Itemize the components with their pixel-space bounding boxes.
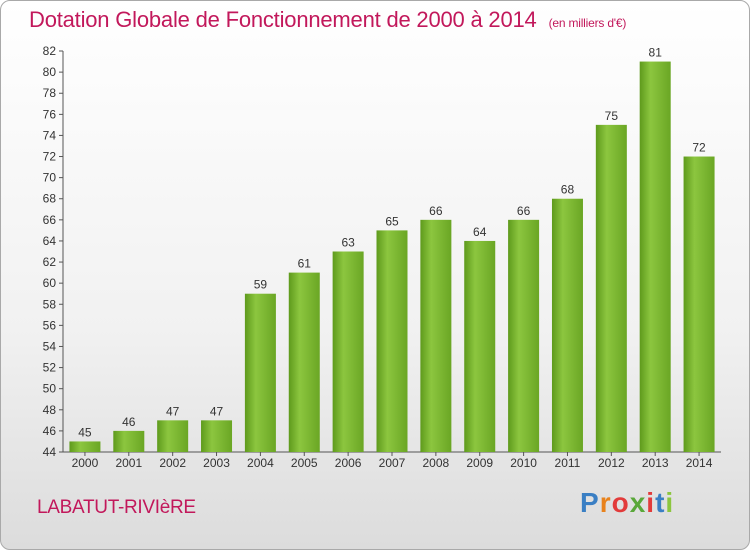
y-tick-label: 56 <box>43 318 57 332</box>
x-tick-label: 2006 <box>335 456 362 470</box>
x-tick-label: 2013 <box>642 456 669 470</box>
x-tick-label: 2009 <box>466 456 493 470</box>
bar-value-label: 66 <box>517 204 531 218</box>
y-tick-label: 46 <box>43 424 57 438</box>
bar-value-label: 68 <box>561 183 575 197</box>
y-tick-label: 64 <box>43 234 57 248</box>
bar-2008 <box>420 219 452 452</box>
bar-value-label: 65 <box>385 214 399 228</box>
x-tick-label: 2000 <box>72 456 99 470</box>
bar-value-label: 63 <box>341 236 355 250</box>
y-tick-label: 52 <box>43 361 57 375</box>
x-tick-label: 2004 <box>247 456 274 470</box>
logo-letter: i <box>665 487 675 518</box>
title-text: Dotation Globale de Fonctionnement de 20… <box>29 7 537 32</box>
bar-value-label: 47 <box>210 404 224 418</box>
bar-2001 <box>113 430 145 452</box>
y-tick-label: 70 <box>43 171 57 185</box>
y-tick-label: 50 <box>43 382 57 396</box>
bar-value-label: 47 <box>166 404 180 418</box>
x-tick-label: 2003 <box>203 456 230 470</box>
bar-chart: 44 46 48 50 52 54 56 58 60 62 64 66 68 70 72 74 76 78 80 82… <box>43 44 721 470</box>
x-tick-label: 2007 <box>379 456 406 470</box>
bar-2014 <box>683 156 715 453</box>
y-tick-label: 68 <box>43 192 57 206</box>
bar-value-label: 64 <box>473 225 487 239</box>
x-tick-label: 2002 <box>159 456 186 470</box>
bar-value-label: 81 <box>649 46 663 60</box>
y-tick-label: 76 <box>43 107 57 121</box>
bar-2007 <box>376 230 408 452</box>
bar-2012 <box>595 124 627 453</box>
bar-2009 <box>464 240 496 452</box>
y-tick-label: 66 <box>43 213 57 227</box>
bar-value-label: 75 <box>605 109 619 123</box>
bar-2010 <box>508 219 540 452</box>
logo-letter: P <box>580 487 600 518</box>
x-tick-label: 2014 <box>686 456 713 470</box>
x-tick-label: 2001 <box>115 456 142 470</box>
y-tick-label: 44 <box>43 445 57 459</box>
logo-letter: o <box>611 487 630 518</box>
y-tick-label: 72 <box>43 150 57 164</box>
y-tick-label: 82 <box>43 44 57 58</box>
chart-subtitle: (en milliers d'€) <box>548 16 627 30</box>
bar-value-label: 46 <box>122 415 136 429</box>
bar-2011 <box>551 198 583 452</box>
logo-letter: r <box>599 487 612 518</box>
y-tick-label: 48 <box>43 403 57 417</box>
y-tick-label: 58 <box>43 297 57 311</box>
logo-letter: t <box>655 487 666 518</box>
bar-2005 <box>288 272 320 452</box>
bar-value-label: 59 <box>254 278 268 292</box>
x-tick-label: 2005 <box>291 456 318 470</box>
y-tick-label: 54 <box>43 339 57 353</box>
x-tick-label: 2008 <box>423 456 450 470</box>
y-tick-label: 60 <box>43 276 57 290</box>
x-tick-label: 2012 <box>598 456 625 470</box>
y-tick-label: 80 <box>43 65 57 79</box>
logo-letter: x <box>629 487 647 518</box>
proxiti-logo: Proxiti <box>580 487 674 519</box>
bar-2003 <box>201 420 233 452</box>
bar-2004 <box>244 293 276 452</box>
y-tick-label: 78 <box>43 86 57 100</box>
y-tick-label: 74 <box>43 128 57 142</box>
bar-value-label: 45 <box>78 425 92 439</box>
bar-value-label: 72 <box>692 141 706 155</box>
bar-2002 <box>157 420 189 452</box>
bar-2000 <box>69 441 101 452</box>
commune-name: LABATUT-RIVIèRE <box>37 497 196 518</box>
y-tick-label: 62 <box>43 255 57 269</box>
chart-title: Dotation Globale de Fonctionnement de 20… <box>29 7 626 33</box>
bar-2013 <box>639 61 671 452</box>
logo-letter: i <box>646 487 656 518</box>
bar-value-label: 66 <box>429 204 443 218</box>
bar-value-label: 61 <box>298 257 312 271</box>
x-tick-label: 2010 <box>510 456 537 470</box>
x-tick-label: 2011 <box>555 456 581 470</box>
bar-2006 <box>332 251 364 452</box>
